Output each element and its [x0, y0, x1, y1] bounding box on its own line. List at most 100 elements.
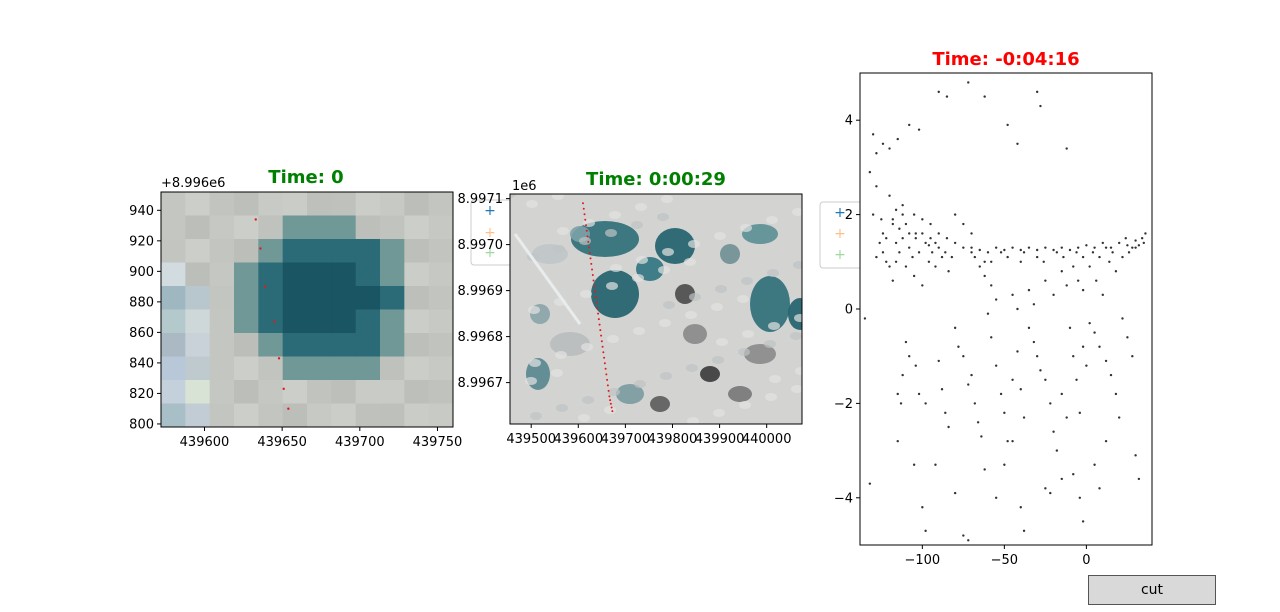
track-point [585, 224, 588, 227]
scatter-point [1101, 293, 1104, 297]
ice-texture [659, 319, 671, 327]
ice-texture [557, 227, 569, 235]
ice-pond [788, 298, 802, 330]
panel1-frame [160, 191, 454, 428]
cut-button[interactable]: cut [1088, 575, 1216, 605]
scatter-point [908, 355, 911, 358]
pixel [307, 215, 332, 240]
track-point [600, 340, 603, 343]
track-point [586, 235, 589, 238]
scatter-point [976, 421, 980, 424]
y-tick-label: 840 [129, 356, 154, 371]
pixel [161, 192, 186, 217]
scatter-point [880, 218, 883, 221]
scatter-point [868, 170, 872, 174]
scatter-point [950, 255, 954, 259]
scatter-point [1019, 260, 1022, 263]
pixel [282, 262, 308, 287]
scatter-point [1044, 246, 1047, 249]
panel2-frame [509, 193, 803, 425]
pixel [331, 309, 357, 334]
ice-texture [790, 332, 802, 340]
scatter-point [1060, 246, 1063, 249]
scatter-point [944, 411, 947, 415]
track-point [591, 273, 594, 276]
ice-texture [766, 216, 778, 224]
scatter-point [881, 251, 885, 254]
ice-pond [720, 244, 740, 264]
track-point [287, 407, 290, 410]
scatter-point [937, 359, 940, 363]
ice-texture [739, 401, 751, 409]
scatter-point [947, 270, 950, 273]
scatter-point [957, 345, 960, 348]
scatter-point [1140, 237, 1144, 240]
ice-texture [715, 285, 727, 293]
track-point [599, 329, 602, 332]
ice-texture [609, 211, 621, 219]
pixel [404, 356, 430, 381]
scatter-point [912, 274, 916, 278]
scatter-point [929, 237, 932, 240]
scatter-point [1137, 244, 1141, 247]
legend-marker-orange: + [484, 225, 496, 241]
scatter-point [1060, 270, 1063, 273]
scatter-point [1076, 279, 1080, 282]
scatter-point [1011, 246, 1014, 249]
pixel [404, 403, 430, 427]
track-point [597, 318, 600, 321]
scatter-point [1088, 321, 1091, 325]
panel1-title: Time: 0 [268, 167, 343, 188]
pixel [161, 403, 186, 427]
scatter-point [1117, 416, 1121, 419]
ice-pond [750, 276, 790, 332]
scatter-point [1032, 340, 1036, 344]
track-point [594, 296, 597, 299]
ice-texture [632, 274, 644, 282]
ice-texture [741, 277, 753, 285]
scatter-point [1098, 345, 1101, 348]
legend-marker-blue: + [484, 203, 496, 219]
pixel [380, 380, 405, 405]
pixel [282, 215, 308, 240]
scatter-point [1081, 520, 1085, 523]
track-point [609, 399, 612, 402]
scatter-point [1044, 378, 1047, 381]
pixel [380, 403, 405, 427]
pixel [234, 239, 259, 264]
scatter-point [1081, 255, 1085, 259]
scatter-point [1019, 506, 1022, 509]
scatter-point [1117, 241, 1121, 245]
pixel [331, 403, 357, 427]
ice-texture [635, 203, 647, 211]
scatter-point [1134, 246, 1137, 249]
track-point [585, 229, 588, 232]
pixel [185, 333, 211, 358]
scatter-point [1075, 251, 1078, 254]
scatter-point [914, 364, 917, 367]
pixel [258, 356, 284, 381]
pixel [282, 309, 308, 334]
track-point [277, 357, 281, 360]
scatter-point [978, 248, 981, 252]
y-tick-label: 8.9970 [458, 238, 504, 253]
pixel [209, 262, 235, 287]
pixel [355, 356, 381, 381]
pixel [282, 333, 308, 358]
ice-ridge [513, 233, 582, 325]
scatter-point [1114, 270, 1118, 273]
scatter-point [1019, 388, 1022, 391]
x-tick-label: 439900 [695, 432, 745, 447]
scatter-point [1011, 439, 1014, 443]
y-tick-label: 820 [129, 387, 154, 402]
scatter-point [908, 232, 911, 235]
pixel [209, 403, 235, 427]
panel3-background [860, 73, 1152, 545]
scatter-point [1093, 246, 1096, 249]
scatter-point [1134, 239, 1137, 242]
ice-texture [551, 369, 563, 377]
scatter-point [1027, 246, 1031, 249]
pixel [307, 239, 332, 264]
scatter-point [899, 402, 903, 405]
scatter-point [912, 213, 916, 216]
